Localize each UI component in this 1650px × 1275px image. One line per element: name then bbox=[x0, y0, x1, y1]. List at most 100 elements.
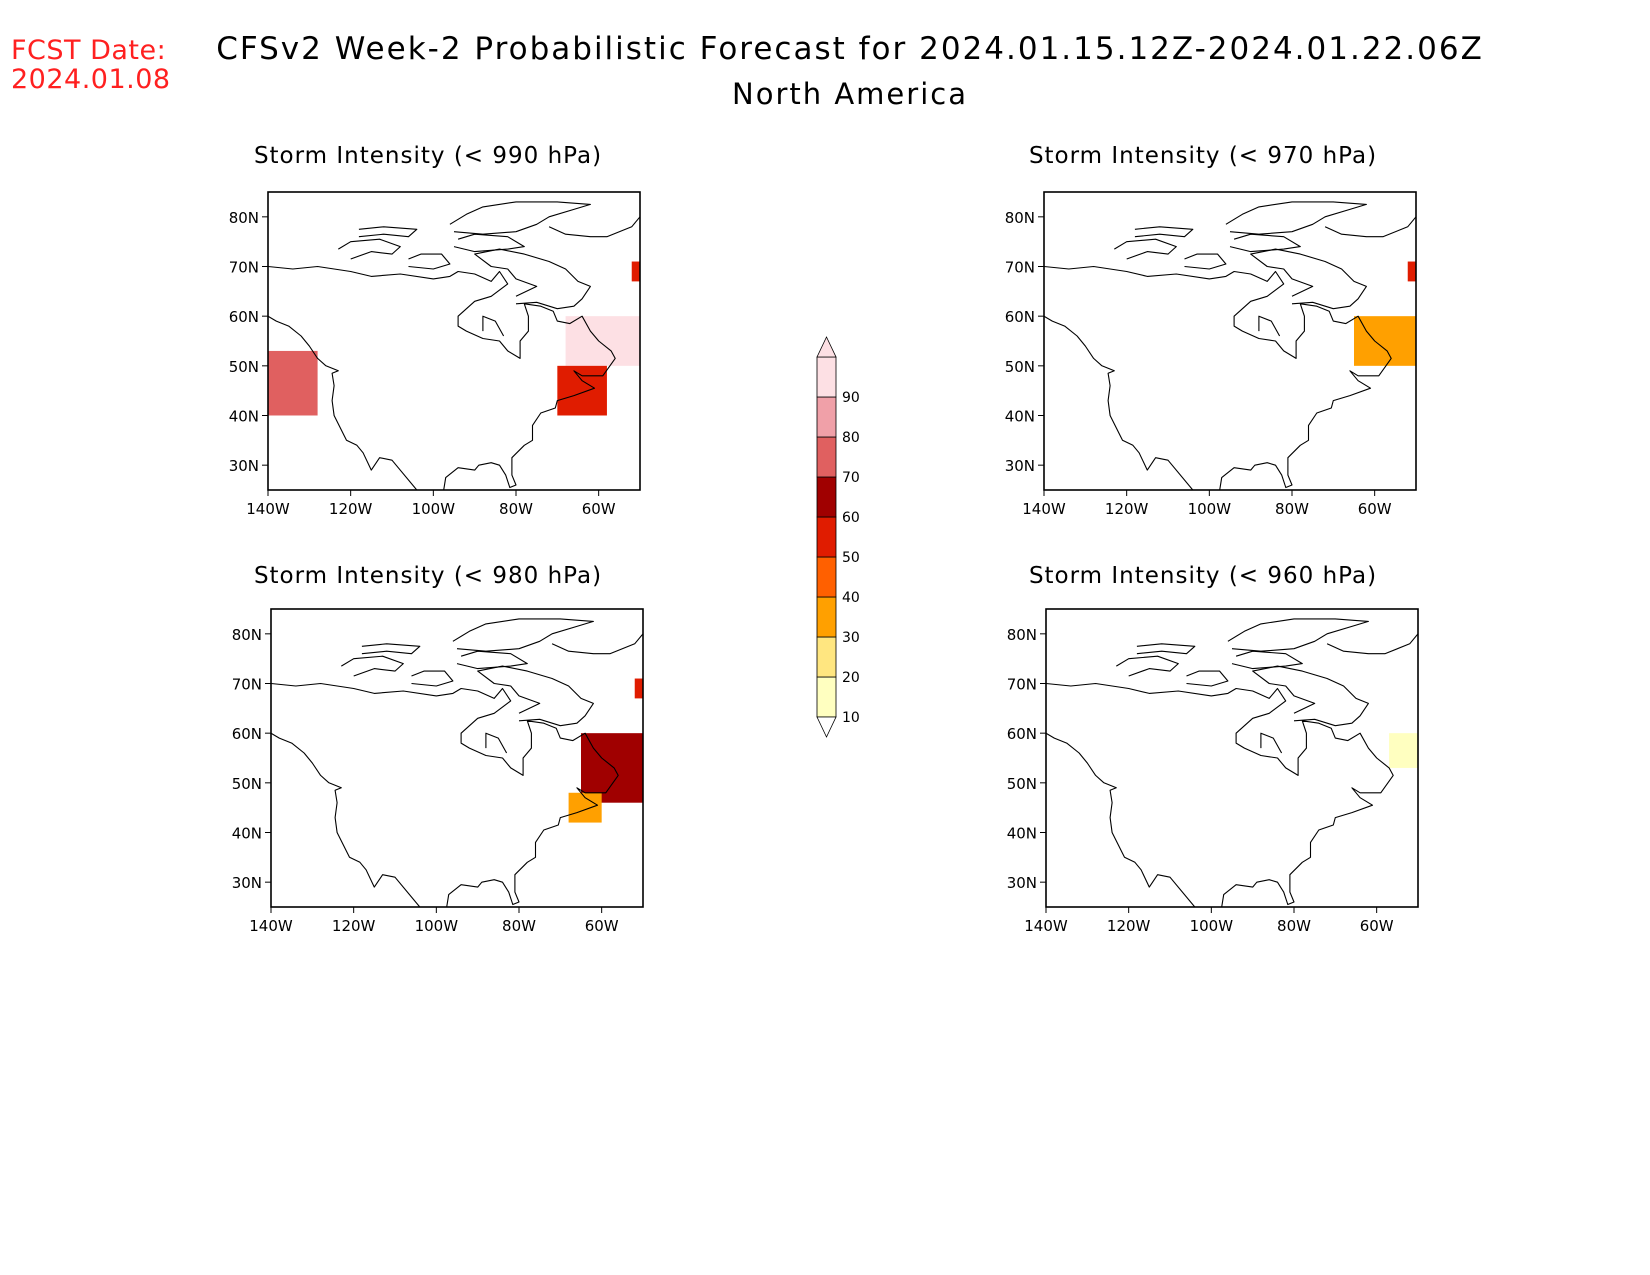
coastline bbox=[1184, 253, 1227, 270]
lat-tick-label: 30N bbox=[229, 457, 259, 475]
colorbar-swatch bbox=[816, 596, 837, 638]
lat-tick-label: 70N bbox=[232, 676, 262, 694]
lat-tick-label: 60N bbox=[1007, 725, 1037, 743]
probability-shading bbox=[1354, 261, 1416, 366]
colorbar-label: 30 bbox=[842, 630, 860, 646]
lat-tick-label: 50N bbox=[229, 358, 259, 376]
lon-tick-label: 140W bbox=[1024, 917, 1068, 935]
map-frame bbox=[1045, 608, 1419, 908]
lat-tick-label: 50N bbox=[232, 775, 262, 793]
lat-tick-label: 80N bbox=[1007, 626, 1037, 644]
lon-tick-label: 80W bbox=[499, 500, 533, 518]
page-subtitle: North America bbox=[732, 77, 968, 111]
coastline bbox=[361, 643, 421, 655]
probability-shading bbox=[268, 261, 640, 416]
colorbar-swatch bbox=[816, 396, 837, 438]
lat-tick-label: 40N bbox=[1007, 825, 1037, 843]
coastline bbox=[1326, 633, 1418, 655]
lon-tick-label: 80W bbox=[502, 917, 536, 935]
lon-tick-label: 80W bbox=[1275, 500, 1309, 518]
panel-title-960: Storm Intensity (< 960 hPa) bbox=[1028, 563, 1378, 589]
coastline bbox=[485, 732, 508, 754]
coastline bbox=[453, 233, 525, 253]
map-frame bbox=[1043, 191, 1417, 491]
colorbar-label: 50 bbox=[842, 550, 860, 566]
colorbar-label: 70 bbox=[842, 470, 860, 486]
colorbar-label: 80 bbox=[842, 430, 860, 446]
coastline bbox=[551, 633, 643, 655]
page-title: CFSv2 Week-2 Probabilistic Forecast for … bbox=[216, 31, 1484, 67]
coastline bbox=[338, 238, 401, 260]
shaded-region bbox=[1407, 261, 1416, 282]
coastline bbox=[1258, 315, 1281, 337]
coastline bbox=[358, 226, 418, 238]
lon-tick-label: 60W bbox=[585, 917, 619, 935]
map-panel-980: 80N 70N 60N 50N 40N 30N 140W 120W 100W 80W 60W bbox=[232, 608, 644, 935]
lon-tick-label: 120W bbox=[1107, 917, 1151, 935]
coastline bbox=[452, 618, 594, 652]
coastline bbox=[1231, 650, 1303, 670]
shaded-region bbox=[565, 316, 640, 366]
coastline bbox=[271, 732, 421, 907]
coastline bbox=[1229, 233, 1301, 253]
lat-tick-label: 30N bbox=[1007, 874, 1037, 892]
lat-tick-label: 60N bbox=[232, 725, 262, 743]
colorbar-lower-cap bbox=[816, 716, 837, 738]
coastline bbox=[271, 682, 619, 907]
lat-tick-label: 70N bbox=[1005, 259, 1035, 277]
forecast-date-block: FCST Date: 2024.01.08 bbox=[11, 36, 171, 94]
forecast-date-value: 2024.01.08 bbox=[11, 64, 171, 95]
colorbar-swatch bbox=[816, 516, 837, 558]
colorbar-swatch bbox=[816, 356, 837, 398]
lat-tick-label: 40N bbox=[232, 825, 262, 843]
colorbar-label: 20 bbox=[842, 670, 860, 686]
lat-tick-label: 70N bbox=[229, 259, 259, 277]
colorbar-swatch bbox=[816, 556, 837, 598]
lon-tick-label: 100W bbox=[1190, 917, 1234, 935]
lat-tick-label: 40N bbox=[229, 408, 259, 426]
coastline bbox=[1136, 643, 1196, 655]
lon-tick-label: 80W bbox=[1277, 917, 1311, 935]
colorbar-swatch bbox=[816, 476, 837, 518]
colorbar: 10 20 30 40 50 60 70 80 90 bbox=[816, 336, 860, 738]
coastline bbox=[477, 665, 594, 727]
shaded-region bbox=[634, 678, 643, 699]
map-panel-990: 80N 70N 60N 50N 40N 30N 140W 120W 100W 80W 60W bbox=[229, 191, 641, 518]
colorbar-label: 10 bbox=[842, 710, 860, 726]
lon-tick-label: 100W bbox=[412, 500, 456, 518]
map-panel-960: 80N 70N 60N 50N 40N 30N 140W 120W 100W 80W 60W bbox=[1007, 608, 1419, 935]
coastline bbox=[268, 265, 616, 490]
lat-tick-label: 70N bbox=[1007, 676, 1037, 694]
coastline bbox=[449, 201, 591, 235]
coastline bbox=[1186, 670, 1229, 687]
coastline bbox=[411, 670, 454, 687]
coastline bbox=[1225, 201, 1367, 235]
coastline bbox=[408, 253, 451, 270]
lon-tick-label: 100W bbox=[415, 917, 459, 935]
lat-tick-label: 80N bbox=[1005, 209, 1035, 227]
coastline bbox=[456, 650, 528, 670]
map-frame bbox=[267, 191, 641, 491]
coastline bbox=[1116, 655, 1179, 677]
lat-tick-label: 60N bbox=[1005, 308, 1035, 326]
shaded-region bbox=[268, 350, 318, 416]
lon-tick-label: 60W bbox=[1360, 917, 1394, 935]
colorbar-upper-cap bbox=[816, 336, 837, 358]
lat-tick-label: 40N bbox=[1005, 408, 1035, 426]
lon-tick-label: 140W bbox=[1022, 500, 1066, 518]
lat-tick-label: 30N bbox=[1005, 457, 1035, 475]
shaded-region bbox=[631, 261, 640, 282]
coastline bbox=[1044, 315, 1194, 490]
map-panel-970: 80N 70N 60N 50N 40N 30N 140W 120W 100W 80W 60W bbox=[1005, 191, 1417, 518]
coastline bbox=[548, 216, 640, 238]
coastline bbox=[1252, 665, 1369, 727]
coastline bbox=[1046, 732, 1196, 907]
lon-tick-label: 100W bbox=[1188, 500, 1232, 518]
lat-tick-label: 50N bbox=[1007, 775, 1037, 793]
colorbar-label: 40 bbox=[842, 590, 860, 606]
lon-tick-label: 120W bbox=[1105, 500, 1149, 518]
lon-tick-label: 60W bbox=[582, 500, 616, 518]
colorbar-swatch bbox=[816, 636, 837, 678]
map-frame bbox=[270, 608, 644, 908]
colorbar-swatch bbox=[816, 676, 837, 718]
